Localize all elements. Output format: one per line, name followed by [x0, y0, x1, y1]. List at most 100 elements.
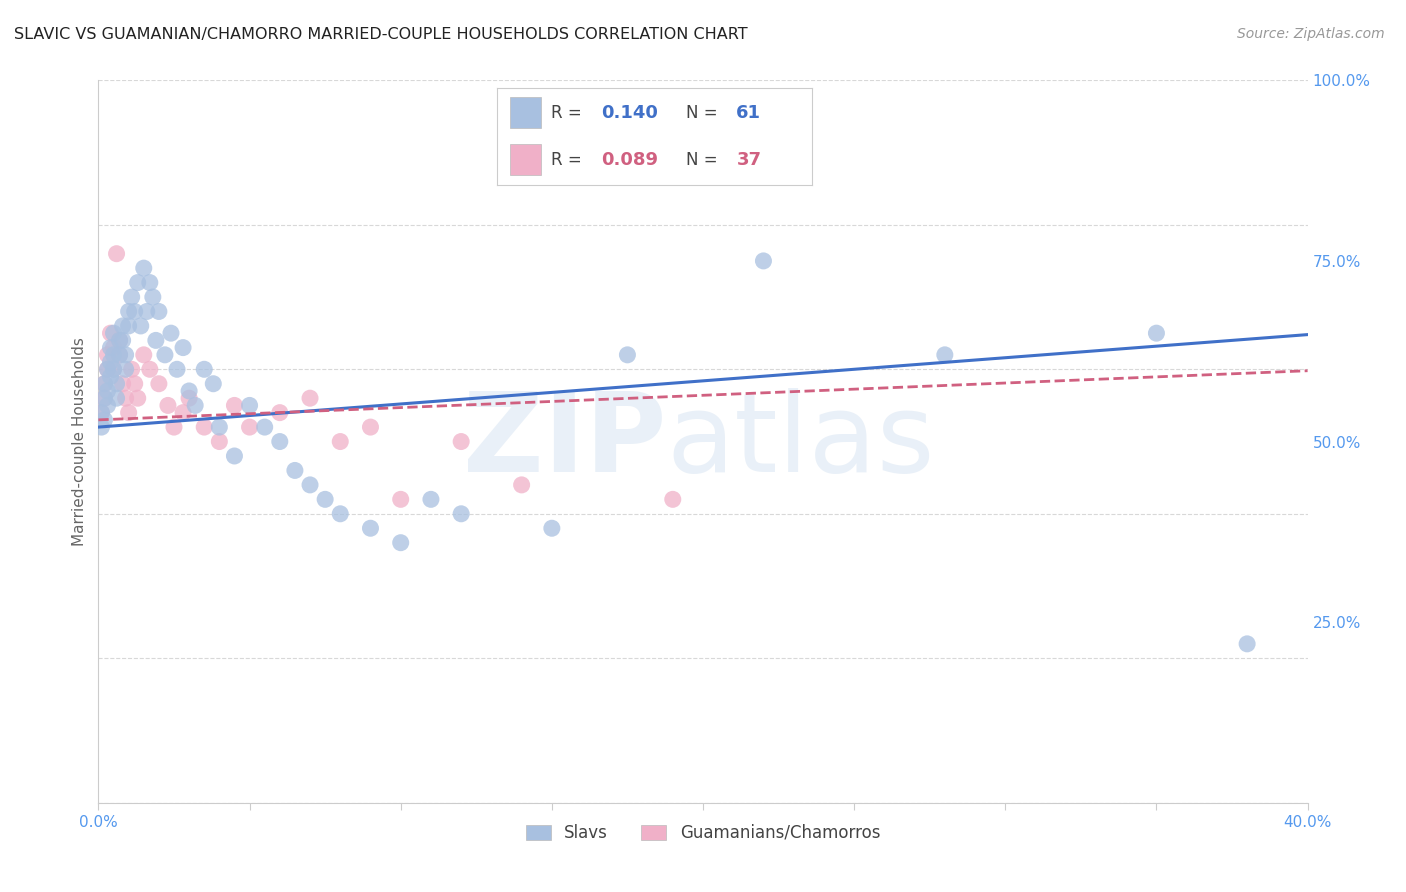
- Point: [121, 290, 143, 304]
- Point: [172, 406, 194, 420]
- Legend: Slavs, Guamanians/Chamorros: Slavs, Guamanians/Chamorros: [519, 817, 887, 848]
- Point: [389, 535, 412, 549]
- Point: [224, 398, 246, 412]
- Point: [299, 391, 322, 405]
- Point: [389, 492, 412, 507]
- Point: [314, 492, 336, 507]
- Point: [450, 434, 472, 449]
- Point: [172, 341, 194, 355]
- Point: [118, 304, 141, 318]
- Point: [111, 376, 134, 391]
- Point: [103, 341, 125, 355]
- Point: [103, 348, 125, 362]
- Point: [163, 420, 186, 434]
- Point: [193, 362, 215, 376]
- Point: [124, 304, 146, 318]
- Point: [284, 463, 307, 477]
- Point: [96, 398, 118, 412]
- Point: [156, 398, 179, 412]
- Point: [450, 507, 472, 521]
- Point: [96, 362, 118, 376]
- Point: [153, 348, 176, 362]
- Point: [96, 362, 118, 376]
- Point: [139, 276, 162, 290]
- Text: SLAVIC VS GUAMANIAN/CHAMORRO MARRIED-COUPLE HOUSEHOLDS CORRELATION CHART: SLAVIC VS GUAMANIAN/CHAMORRO MARRIED-COU…: [14, 27, 748, 42]
- Point: [253, 420, 276, 434]
- Point: [103, 326, 125, 340]
- Point: [329, 507, 352, 521]
- Point: [124, 376, 146, 391]
- Point: [108, 348, 131, 362]
- Point: [132, 261, 155, 276]
- Point: [111, 334, 134, 348]
- Point: [224, 449, 246, 463]
- Point: [93, 391, 115, 405]
- Point: [360, 521, 382, 535]
- Point: [239, 398, 262, 412]
- Point: [114, 362, 136, 376]
- Point: [135, 304, 157, 318]
- Point: [108, 334, 131, 348]
- Point: [166, 362, 188, 376]
- Point: [360, 420, 382, 434]
- Point: [510, 478, 533, 492]
- Point: [96, 348, 118, 362]
- Point: [100, 355, 122, 369]
- Point: [90, 406, 112, 420]
- Point: [114, 348, 136, 362]
- Point: [299, 478, 322, 492]
- Point: [752, 160, 775, 174]
- Text: ZIP: ZIP: [464, 388, 666, 495]
- Point: [127, 276, 149, 290]
- Y-axis label: Married-couple Households: Married-couple Households: [72, 337, 87, 546]
- Point: [108, 348, 131, 362]
- Point: [179, 391, 201, 405]
- Point: [96, 384, 118, 398]
- Point: [752, 253, 775, 268]
- Point: [105, 376, 128, 391]
- Point: [93, 376, 115, 391]
- Point: [540, 521, 562, 535]
- Point: [118, 406, 141, 420]
- Point: [121, 362, 143, 376]
- Point: [148, 376, 170, 391]
- Point: [616, 348, 638, 362]
- Point: [105, 246, 128, 260]
- Point: [329, 434, 352, 449]
- Point: [208, 434, 231, 449]
- Point: [93, 413, 115, 427]
- Point: [269, 434, 291, 449]
- Point: [202, 376, 225, 391]
- Point: [90, 406, 112, 420]
- Point: [934, 348, 956, 362]
- Point: [1236, 637, 1258, 651]
- Point: [142, 290, 165, 304]
- Point: [93, 391, 115, 405]
- Point: [148, 304, 170, 318]
- Point: [108, 334, 131, 348]
- Point: [420, 492, 443, 507]
- Point: [93, 376, 115, 391]
- Point: [129, 318, 152, 333]
- Point: [193, 420, 215, 434]
- Point: [118, 318, 141, 333]
- Point: [90, 420, 112, 434]
- Point: [661, 492, 683, 507]
- Point: [179, 384, 201, 398]
- Text: atlas: atlas: [666, 388, 935, 495]
- Point: [139, 362, 162, 376]
- Point: [127, 391, 149, 405]
- Point: [1144, 326, 1167, 340]
- Point: [100, 326, 122, 340]
- Point: [103, 362, 125, 376]
- Point: [184, 398, 207, 412]
- Point: [100, 369, 122, 384]
- Point: [145, 334, 167, 348]
- Point: [160, 326, 183, 340]
- Point: [239, 420, 262, 434]
- Point: [269, 406, 291, 420]
- Point: [208, 420, 231, 434]
- Point: [100, 341, 122, 355]
- Point: [111, 318, 134, 333]
- Point: [105, 391, 128, 405]
